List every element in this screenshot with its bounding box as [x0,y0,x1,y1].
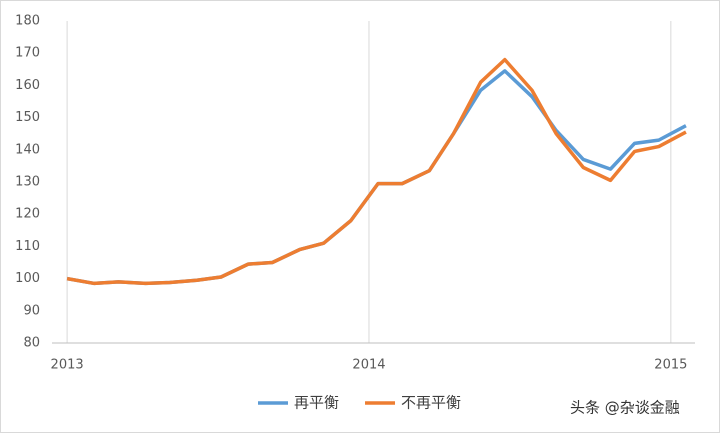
y-tick-label: 80 [23,336,40,351]
y-tick-label: 100 [15,271,40,286]
y-tick-label: 160 [15,78,40,93]
watermark: 头条 @杂谈金融 [570,399,680,417]
y-tick-label: 130 [15,175,40,190]
x-tick-label: 2013 [51,358,84,373]
y-tick-label: 140 [15,142,40,157]
x-tick-label: 2015 [654,358,687,373]
y-tick-label: 150 [15,110,40,125]
y-tick-label: 90 [23,303,40,318]
x-tick-label: 2014 [352,358,385,373]
legend-label: 再平衡 [294,394,339,412]
series-line [66,57,687,286]
y-tick-label: 110 [15,239,40,254]
y-tick-label: 180 [15,14,40,29]
y-tick-label: 120 [15,207,40,222]
y-tick-label: 170 [15,46,40,61]
legend-label: 不再平衡 [401,394,461,412]
